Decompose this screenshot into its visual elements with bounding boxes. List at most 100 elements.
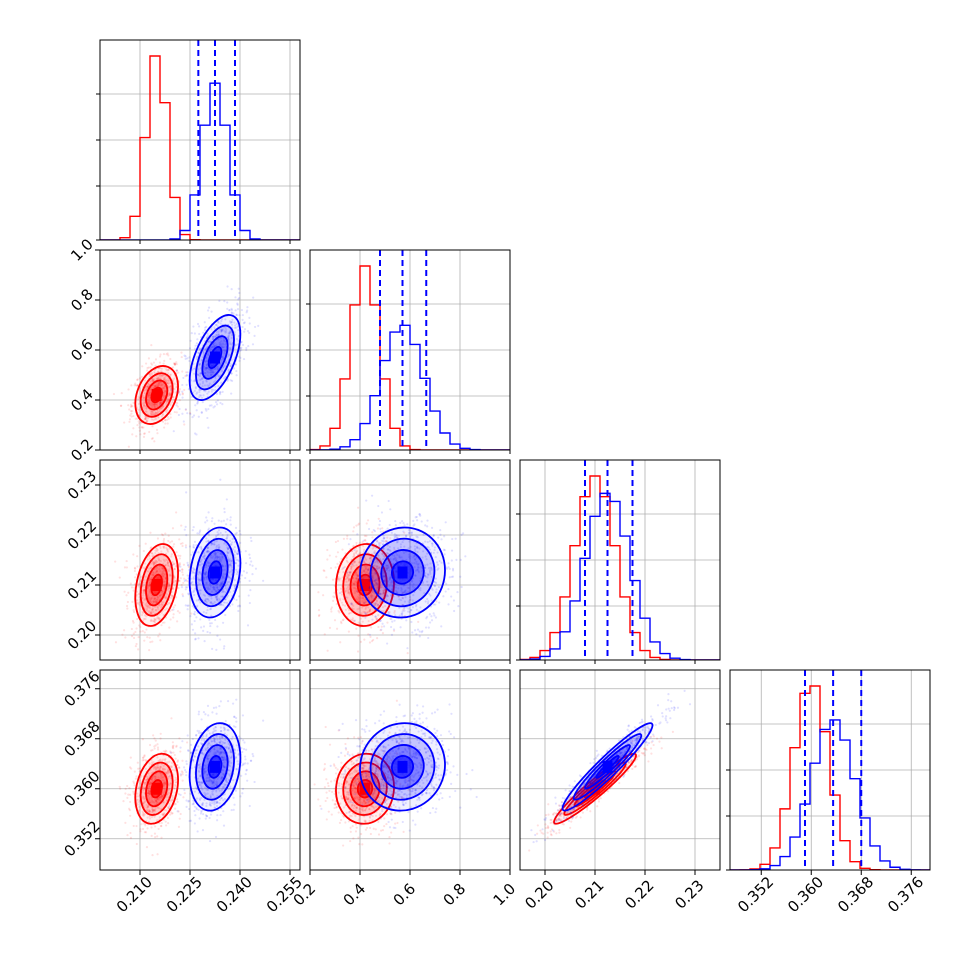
sample-point <box>375 637 379 640</box>
sample-point <box>130 403 133 406</box>
sample-point <box>127 591 130 594</box>
sample-point <box>352 607 355 611</box>
sample-point <box>208 375 211 378</box>
sample-point <box>373 572 376 575</box>
sample-point <box>152 573 155 576</box>
sample-point <box>197 373 200 376</box>
sample-point <box>196 322 200 326</box>
sample-point <box>364 607 367 611</box>
sample-point <box>343 604 347 607</box>
sample-point <box>133 384 136 387</box>
sample-point <box>229 516 232 519</box>
sample-point <box>355 552 358 555</box>
sample-point <box>142 814 145 817</box>
sample-point <box>163 359 166 362</box>
sample-point <box>204 407 207 411</box>
sample-point <box>157 410 160 413</box>
sample-point <box>159 796 162 799</box>
sample-point <box>144 542 147 545</box>
sample-point <box>148 372 151 376</box>
sample-point <box>154 809 157 813</box>
sample-point <box>168 791 171 795</box>
sample-point <box>135 627 138 630</box>
sample-point <box>193 619 196 623</box>
sample-point <box>222 647 226 650</box>
sample-point <box>193 593 196 597</box>
sample-point <box>164 757 167 761</box>
sample-point <box>375 543 378 547</box>
sample-point <box>160 796 163 800</box>
sample-point <box>137 402 141 406</box>
sample-point <box>138 624 141 627</box>
sample-point <box>217 332 220 335</box>
sample-point <box>242 570 246 573</box>
sample-point <box>227 547 230 550</box>
sample-point <box>202 394 205 397</box>
sample-point <box>385 552 389 555</box>
sample-point <box>150 412 153 416</box>
sample-point <box>159 546 162 550</box>
sample-point <box>380 628 383 631</box>
sample-point <box>151 808 154 812</box>
sample-point <box>163 394 166 397</box>
sample-point <box>215 544 219 547</box>
sample-point <box>204 348 207 351</box>
sample-point <box>436 551 439 554</box>
sample-point <box>245 311 248 314</box>
sample-point <box>161 420 165 423</box>
sample-point <box>223 568 226 571</box>
sample-point <box>143 754 146 757</box>
sample-point <box>347 578 351 581</box>
sample-point <box>226 550 229 553</box>
sample-point <box>159 401 162 404</box>
sample-point <box>351 617 354 620</box>
sample-point <box>401 540 404 544</box>
sample-point <box>219 560 223 563</box>
sample-point <box>228 565 231 568</box>
sample-point <box>151 379 154 382</box>
sample-point <box>249 536 252 539</box>
sample-point <box>162 539 165 542</box>
sample-point <box>218 375 221 378</box>
sample-point <box>376 582 379 585</box>
sample-point <box>228 560 232 563</box>
sample-point <box>172 587 175 591</box>
sample-point <box>208 368 211 371</box>
sample-point <box>362 570 366 573</box>
sample-point <box>429 594 432 597</box>
sample-point <box>186 741 189 744</box>
sample-point <box>355 541 358 545</box>
sample-point <box>373 567 376 571</box>
sample-point <box>197 373 200 377</box>
sample-point <box>378 601 382 604</box>
sample-point <box>200 411 203 414</box>
sample-point <box>154 572 157 575</box>
sample-point <box>251 564 254 567</box>
sample-point <box>202 629 205 633</box>
sample-point <box>146 778 149 781</box>
sample-point <box>150 761 154 764</box>
sample-point <box>168 568 171 571</box>
sample-point <box>136 792 139 795</box>
sample-point <box>157 415 160 418</box>
sample-point <box>236 552 239 556</box>
sample-point <box>352 582 355 585</box>
sample-point <box>368 641 372 644</box>
sample-point <box>172 616 175 619</box>
sample-point <box>236 325 239 328</box>
sample-point <box>208 618 211 622</box>
sample-point <box>150 372 154 375</box>
sample-point <box>224 573 227 576</box>
sample-point <box>355 587 358 591</box>
sample-point <box>132 792 135 795</box>
sample-point <box>150 597 153 600</box>
sample-point <box>158 381 161 385</box>
sample-point <box>405 619 408 622</box>
sample-point <box>408 540 411 543</box>
sample-point <box>154 368 157 372</box>
sample-point <box>206 366 209 369</box>
sample-point <box>401 612 404 615</box>
sample-point <box>195 357 198 361</box>
sample-point <box>415 535 418 538</box>
sample-point <box>220 328 224 331</box>
